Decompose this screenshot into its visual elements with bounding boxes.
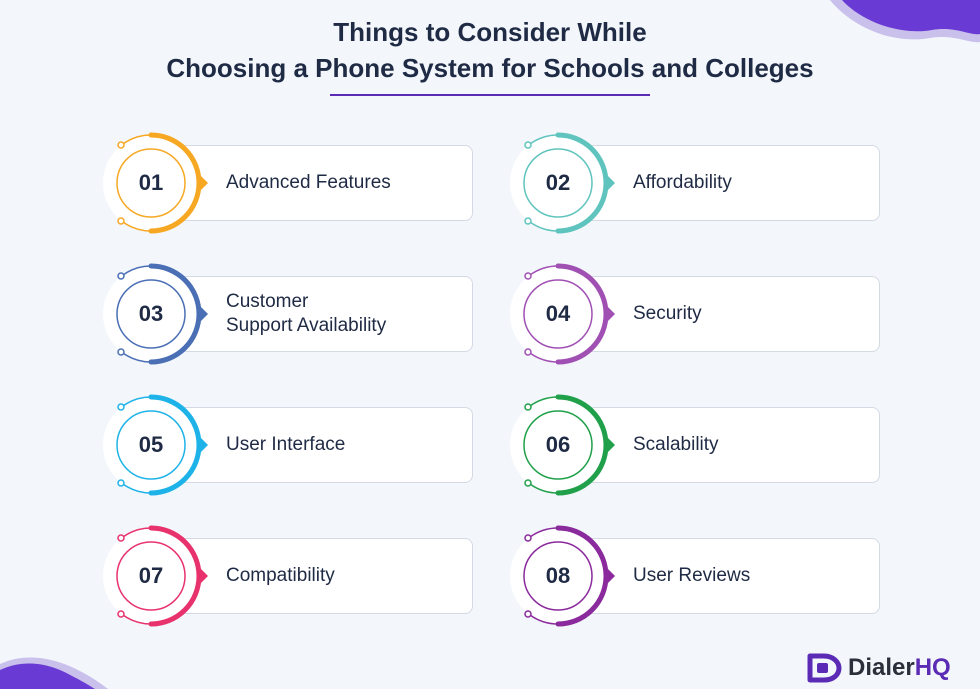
card-box [171, 145, 473, 221]
number-ring-icon [103, 525, 208, 627]
card-box [578, 538, 880, 614]
consideration-card-02: 02 Affordability [508, 132, 880, 234]
card-box [171, 407, 473, 483]
item-number: 05 [138, 432, 164, 457]
item-number: 06 [545, 432, 571, 457]
item-number: 04 [545, 301, 571, 326]
title-line-1: Things to Consider While [333, 17, 647, 47]
card-box [578, 145, 880, 221]
card-box [171, 538, 473, 614]
brand-name-part2: HQ [914, 654, 951, 681]
title-underline [330, 94, 650, 96]
consideration-card-07: 07 Compatibility [101, 525, 473, 627]
item-number: 03 [138, 301, 164, 326]
item-label: Advanced Features [226, 172, 391, 193]
card-box [171, 276, 473, 352]
dialerhq-logo-icon [807, 653, 842, 683]
consideration-card-01: 01 Advanced Features [101, 132, 473, 234]
item-label: User Reviews [633, 565, 751, 586]
number-ring-icon [510, 263, 615, 365]
number-ring-icon [103, 394, 208, 496]
corner-blob-top-right [830, 0, 980, 43]
corner-blob-bottom-left [0, 657, 108, 689]
number-ring-icon [510, 132, 615, 234]
item-number: 07 [138, 563, 164, 588]
title-line-2: Choosing a Phone System for Schools and … [166, 53, 814, 83]
number-ring-icon [510, 525, 615, 627]
item-number: 02 [545, 170, 571, 195]
brand-name: DialerHQ [848, 654, 951, 682]
item-label: Affordability [633, 172, 732, 193]
brand-logo: DialerHQ [806, 650, 951, 686]
item-label: Customer Support Availability [226, 291, 387, 336]
item-label: Compatibility [226, 565, 335, 586]
consideration-card-05: 05 User Interface [101, 394, 473, 496]
item-number: 01 [138, 170, 164, 195]
consideration-card-08: 08 User Reviews [508, 525, 880, 627]
number-ring-icon [103, 132, 208, 234]
number-ring-icon [103, 263, 208, 365]
item-label: Scalability [633, 434, 719, 455]
consideration-card-03: 03 Customer Support Availability [101, 263, 473, 365]
item-label: Security [633, 303, 702, 324]
card-box [578, 407, 880, 483]
brand-name-part1: Dialer [848, 654, 915, 681]
consideration-card-06: 06 Scalability [508, 394, 880, 496]
number-ring-icon [510, 394, 615, 496]
item-number: 08 [545, 563, 571, 588]
item-label: User Interface [226, 434, 346, 455]
page-title: Things to Consider While Choosing a Phon… [0, 14, 980, 86]
consideration-card-04: 04 Security [508, 263, 880, 365]
card-box [578, 276, 880, 352]
